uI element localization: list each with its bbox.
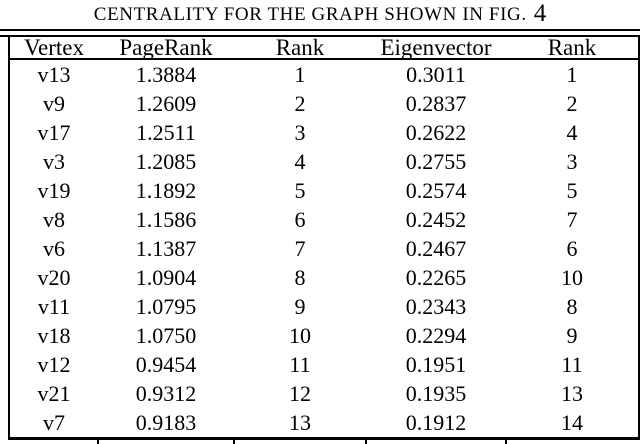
eigenvector-cell: 0.2343	[405, 294, 467, 319]
eigenvector-rank-cell: 4	[566, 120, 578, 145]
header-pagerank: PageRank	[98, 37, 234, 60]
vertex-cell: v13	[37, 62, 71, 87]
pagerank-cell: 0.9454	[135, 352, 197, 377]
vertex-cell: v19	[37, 178, 71, 203]
table-row: v9 1.2609 2 0.2837 2	[9, 89, 639, 118]
eigenvector-rank-cell: 1	[566, 62, 578, 87]
eigenvector-cell: 0.2837	[405, 91, 467, 116]
vertex-cell: v21	[37, 381, 71, 406]
eigenvector-cell: 0.2452	[405, 207, 467, 232]
table-header-row: Vertex PageRank Rank Eigenvector Rank	[9, 37, 639, 60]
pagerank-cell: 0.9312	[135, 381, 197, 406]
table-row: v11 1.0795 9 0.2343 8	[9, 292, 639, 321]
column-rule-tick	[365, 438, 367, 444]
column-rule-tick	[505, 438, 507, 444]
table-row: v7 0.9183 13 0.1912 14	[9, 408, 639, 439]
column-rule-tick	[97, 438, 99, 444]
pagerank-cell: 1.1586	[135, 207, 197, 232]
table-row: v21 0.9312 12 0.1935 13	[9, 379, 639, 408]
pagerank-rank-cell: 11	[289, 352, 311, 377]
eigenvector-rank-cell: 10	[561, 265, 583, 290]
table-row: v18 1.0750 10 0.2294 9	[9, 321, 639, 350]
pagerank-cell: 1.0904	[135, 265, 197, 290]
pagerank-rank-cell: 8	[294, 265, 306, 290]
pagerank-cell: 1.0750	[135, 323, 197, 348]
eigenvector-rank-cell: 6	[566, 236, 578, 261]
table-row: v6 1.1387 7 0.2467 6	[9, 234, 639, 263]
pagerank-rank-cell: 1	[294, 62, 306, 87]
vertex-cell: v12	[37, 352, 71, 377]
vertex-cell: v11	[37, 294, 71, 319]
pagerank-rank-cell: 13	[289, 410, 311, 435]
eigenvector-rank-cell: 5	[566, 178, 578, 203]
eigenvector-rank-cell: 13	[561, 381, 583, 406]
header-pagerank-rank: Rank	[234, 37, 366, 60]
table-row: v17 1.2511 3 0.2622 4	[9, 118, 639, 147]
table-row: v20 1.0904 8 0.2265 10	[9, 263, 639, 292]
eigenvector-cell: 0.2294	[405, 323, 467, 348]
vertex-cell: v17	[37, 120, 71, 145]
eigenvector-rank-cell: 8	[566, 294, 578, 319]
eigenvector-cell: 0.2622	[405, 120, 467, 145]
eigenvector-cell: 0.2755	[405, 149, 467, 174]
eigenvector-cell: 0.3011	[406, 62, 466, 87]
pagerank-cell: 1.1387	[135, 236, 197, 261]
vertex-cell: v18	[37, 323, 71, 348]
header-eigenvector-rank: Rank	[506, 37, 639, 60]
pagerank-rank-cell: 5	[294, 178, 306, 203]
table-row: v13 1.3884 1 0.3011 1	[9, 59, 639, 89]
pagerank-cell: 1.1892	[135, 178, 197, 203]
pagerank-rank-cell: 10	[289, 323, 311, 348]
eigenvector-cell: 0.1912	[405, 410, 467, 435]
table-row: v19 1.1892 5 0.2574 5	[9, 176, 639, 205]
pagerank-cell: 1.2511	[136, 120, 196, 145]
pagerank-rank-cell: 9	[294, 294, 306, 319]
eigenvector-cell: 0.2467	[405, 236, 467, 261]
eigenvector-rank-cell: 11	[561, 352, 583, 377]
header-vertex: Vertex	[9, 37, 98, 60]
pagerank-cell: 0.9183	[135, 410, 197, 435]
pagerank-rank-cell: 3	[294, 120, 306, 145]
vertex-cell: v9	[43, 91, 65, 116]
header-eigenvector: Eigenvector	[366, 37, 506, 60]
pagerank-rank-cell: 12	[289, 381, 311, 406]
eigenvector-rank-cell: 7	[566, 207, 578, 232]
eigenvector-rank-cell: 3	[566, 149, 578, 174]
vertex-cell: v7	[43, 410, 65, 435]
table-row: v3 1.2085 4 0.2755 3	[9, 147, 639, 176]
vertex-cell: v3	[43, 149, 65, 174]
caption-figure-number: 4	[533, 0, 547, 27]
eigenvector-cell: 0.2265	[405, 265, 467, 290]
table-row: v8 1.1586 6 0.2452 7	[9, 205, 639, 234]
pagerank-cell: 1.0795	[135, 294, 197, 319]
top-double-rule	[0, 29, 640, 37]
pagerank-rank-cell: 7	[294, 236, 306, 261]
pagerank-cell: 1.2085	[135, 149, 197, 174]
eigenvector-cell: 0.1951	[405, 352, 467, 377]
column-rule-tick	[233, 438, 235, 444]
eigenvector-cell: 0.1935	[405, 381, 467, 406]
vertex-cell: v20	[37, 265, 71, 290]
table-body: v13 1.3884 1 0.3011 1 v9 1.2609 2 0.2837…	[9, 59, 639, 439]
vertex-cell: v8	[43, 207, 65, 232]
pagerank-cell: 1.2609	[135, 91, 197, 116]
pagerank-rank-cell: 2	[294, 91, 306, 116]
eigenvector-rank-cell: 14	[561, 410, 583, 435]
pagerank-rank-cell: 6	[294, 207, 306, 232]
table-caption: CENTRALITY FOR THE GRAPH SHOWN IN FIG. 4	[0, 0, 640, 29]
pagerank-cell: 1.3884	[135, 62, 197, 87]
pagerank-rank-cell: 4	[294, 149, 306, 174]
vertex-cell: v6	[43, 236, 65, 261]
caption-text: CENTRALITY FOR THE GRAPH SHOWN IN FIG.	[93, 3, 527, 25]
eigenvector-rank-cell: 9	[566, 323, 578, 348]
eigenvector-rank-cell: 2	[566, 91, 578, 116]
centrality-table: Vertex PageRank Rank Eigenvector Rank v1…	[8, 37, 640, 440]
eigenvector-cell: 0.2574	[405, 178, 467, 203]
table-row: v12 0.9454 11 0.1951 11	[9, 350, 639, 379]
